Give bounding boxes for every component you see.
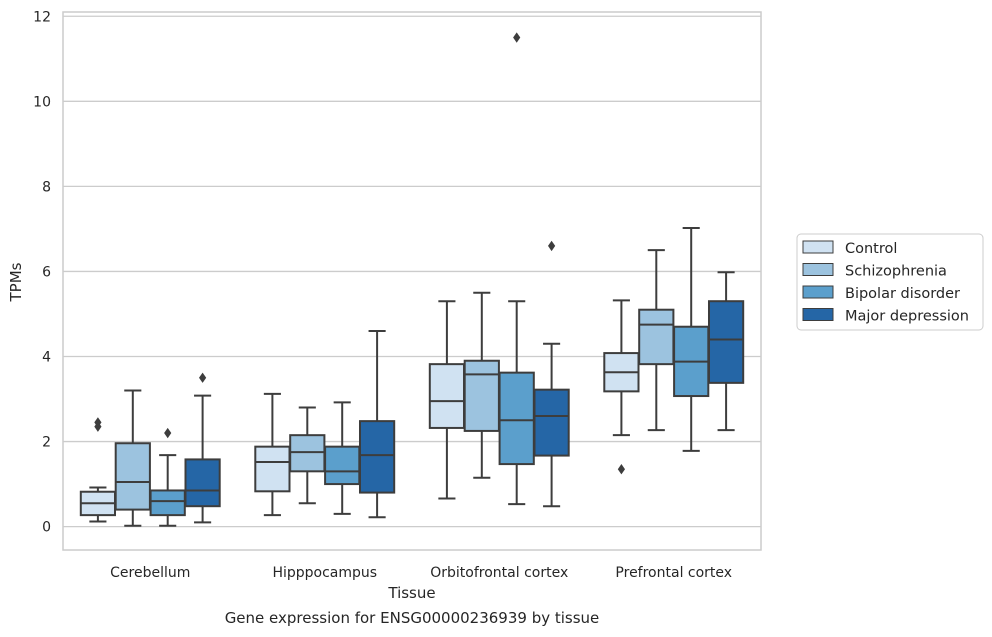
chart-caption: Gene expression for ENSG00000236939 by t…: [224, 609, 600, 627]
outlier-point: [199, 372, 207, 383]
box-body: [533, 388, 570, 457]
legend: Control Schizophrenia Bipolar disorder Majo…: [796, 233, 984, 331]
y-tick-label: 12: [33, 9, 51, 25]
y-tick-label: 10: [33, 94, 51, 110]
x-tick-label: Cerebellum: [110, 565, 190, 581]
box-body: [638, 308, 675, 366]
box-body: [707, 300, 745, 384]
box-bipolar-disorder: [149, 427, 186, 527]
box-bipolar-disorder: [673, 227, 710, 452]
box-control: [603, 299, 640, 475]
x-tick-label: Prefrontal cortex: [615, 565, 732, 581]
box-schizophrenia: [463, 291, 500, 479]
outlier-point: [548, 240, 556, 252]
box-control: [428, 300, 466, 500]
legend-swatch: [802, 308, 834, 321]
legend-label: Schizophrenia: [845, 264, 947, 280]
legend-swatch: [802, 240, 834, 254]
x-tick-labels: Cerebellum Hipppocampus Orbitofrontal cort…: [110, 565, 732, 581]
legend-label: Major depression: [845, 309, 969, 325]
box-major-depression: [707, 271, 745, 432]
grid-lines: [63, 15, 761, 528]
x-axis-label: Tissue: [387, 584, 435, 602]
box-control: [254, 392, 291, 517]
box-schizophrenia: [114, 389, 151, 527]
box-body: [114, 442, 151, 511]
legend-swatch: [802, 285, 834, 299]
box-body: [324, 445, 361, 486]
box-control: [79, 417, 117, 523]
box-body: [358, 420, 396, 494]
box-body: [428, 363, 466, 429]
x-tick-label: Orbitofrontal cortex: [430, 565, 568, 581]
box-schizophrenia: [289, 406, 326, 505]
box-body: [184, 458, 221, 508]
box-bipolar-disorder: [324, 401, 361, 515]
box-body: [498, 371, 535, 466]
legend-frame: [796, 233, 984, 331]
legend-label: Control: [845, 241, 897, 257]
box-major-depression: [533, 240, 570, 508]
outlier-point: [513, 32, 521, 43]
box-bipolar-disorder: [498, 32, 535, 506]
outlier-point: [94, 417, 102, 428]
box-body: [463, 359, 500, 432]
box-major-depression: [358, 329, 396, 519]
y-tick-label: 6: [42, 264, 51, 280]
box-groups: [79, 32, 745, 527]
box-body: [289, 434, 326, 473]
box-body: [149, 489, 186, 517]
legend-label: Bipolar disorder: [845, 286, 960, 302]
box-schizophrenia: [638, 249, 675, 432]
y-tick-label: 4: [42, 349, 51, 365]
y-tick-label: 2: [42, 435, 51, 451]
y-tick-label: 0: [42, 520, 51, 536]
box-major-depression: [184, 372, 221, 524]
plot-frame: [62, 11, 762, 551]
outlier-point: [164, 427, 172, 439]
box-body: [254, 445, 291, 493]
y-axis-label: TPMs: [7, 262, 25, 302]
outlier-point: [617, 464, 625, 475]
legend-swatch: [802, 263, 834, 276]
y-tick-labels: 0 2 4 6 8 10 12: [33, 9, 51, 535]
y-tick-label: 8: [42, 179, 51, 195]
x-tick-label: Hipppocampus: [272, 565, 377, 581]
